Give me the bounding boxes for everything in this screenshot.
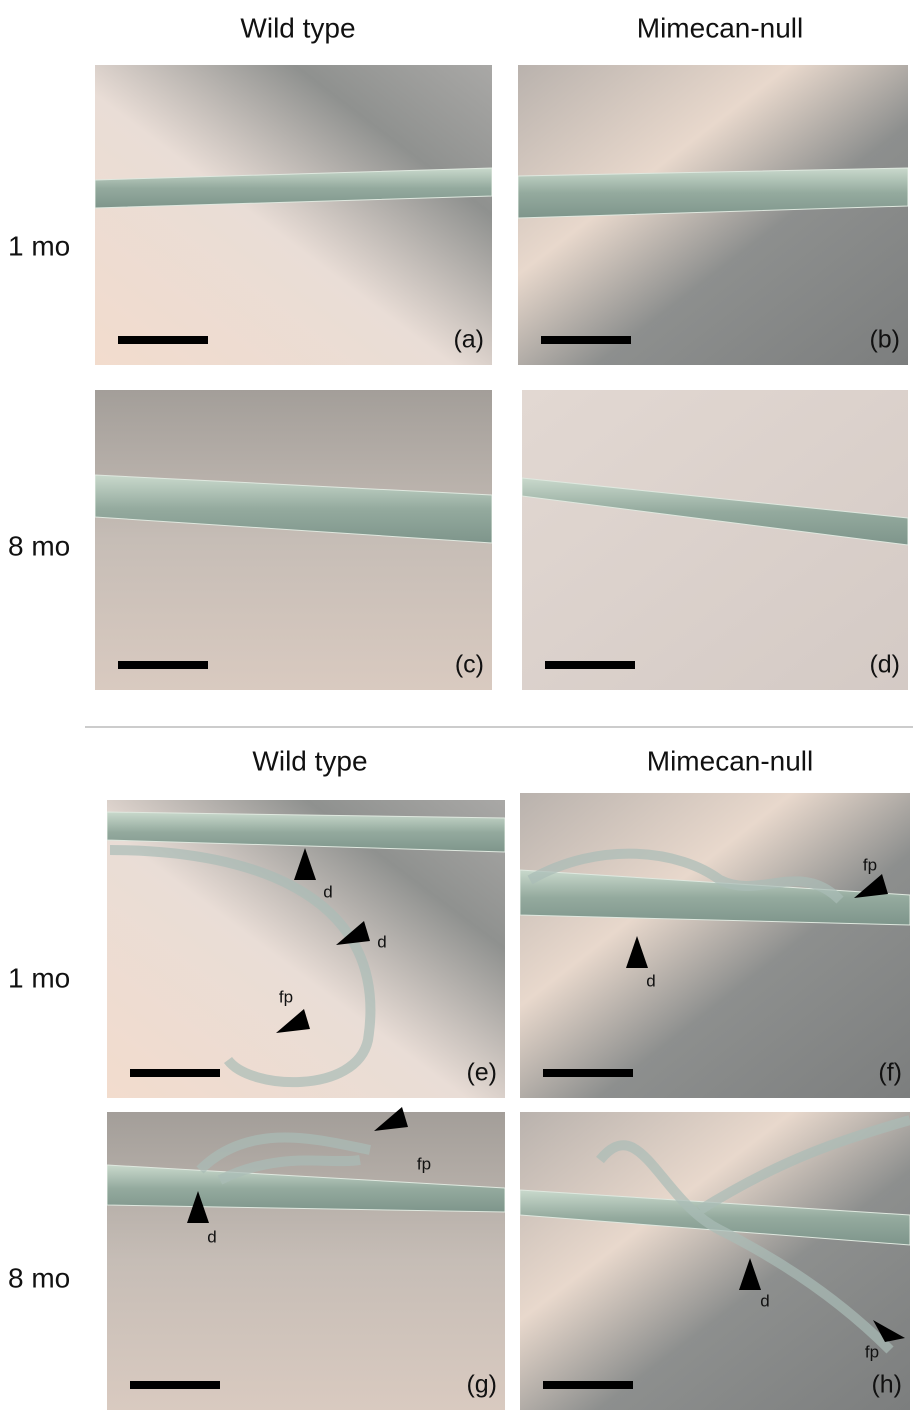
row-label: 8 mo bbox=[8, 530, 70, 561]
panel-background bbox=[520, 793, 910, 1098]
micrograph-panel: (h) d fp bbox=[520, 1112, 910, 1410]
scale-bar bbox=[543, 1381, 633, 1389]
scale-bar bbox=[118, 336, 208, 344]
scale-bar bbox=[130, 1381, 220, 1389]
column-header: Mimecan-null bbox=[637, 12, 804, 43]
annotation: fp bbox=[863, 855, 877, 874]
scale-bar bbox=[130, 1069, 220, 1077]
annotation: d bbox=[377, 932, 386, 951]
panel-label: (g) bbox=[466, 1371, 497, 1399]
annotation: fp bbox=[279, 987, 293, 1006]
annotation: d bbox=[207, 1227, 216, 1246]
column-header: Wild type bbox=[252, 745, 367, 776]
scale-bar bbox=[118, 661, 208, 669]
annotation: d bbox=[760, 1291, 769, 1310]
panel-background bbox=[522, 390, 908, 690]
panel-label: (e) bbox=[466, 1059, 497, 1087]
column-header: Mimecan-null bbox=[647, 745, 814, 776]
panel-label: (a) bbox=[453, 326, 484, 354]
micrograph-panel: (d) bbox=[522, 390, 908, 690]
row-label: 8 mo bbox=[8, 1262, 70, 1293]
annotation: d bbox=[646, 971, 655, 990]
panel-label: (c) bbox=[455, 651, 484, 679]
panel-background bbox=[95, 390, 492, 690]
micrograph-panel: (f) fp d bbox=[520, 793, 910, 1098]
panel-label: (h) bbox=[871, 1371, 902, 1399]
annotation: fp bbox=[417, 1154, 431, 1173]
annotation: d bbox=[323, 882, 332, 901]
panel-label: (d) bbox=[869, 651, 900, 679]
row-label: 1 mo bbox=[8, 230, 70, 261]
micrograph-panel: (b) bbox=[518, 65, 908, 365]
row-label: 1 mo bbox=[8, 962, 70, 993]
panel-background bbox=[520, 1112, 910, 1410]
scale-bar bbox=[541, 336, 631, 344]
column-header: Wild type bbox=[240, 12, 355, 43]
micrograph-panel: (a) bbox=[95, 65, 492, 365]
panel-label: (b) bbox=[869, 326, 900, 354]
figure: Wild type Mimecan-null 1 mo 8 mo (a) (b) (c) (d… bbox=[0, 0, 913, 1413]
scale-bar bbox=[545, 661, 635, 669]
micrograph-panel: (g) fp d bbox=[107, 1107, 505, 1410]
scale-bar bbox=[543, 1069, 633, 1077]
micrograph-panel: (c) bbox=[95, 390, 492, 690]
panel-background bbox=[95, 65, 492, 365]
panel-label: (f) bbox=[878, 1059, 902, 1087]
annotation: fp bbox=[865, 1342, 879, 1361]
micrograph-panel: (e) d d fp bbox=[107, 800, 505, 1098]
